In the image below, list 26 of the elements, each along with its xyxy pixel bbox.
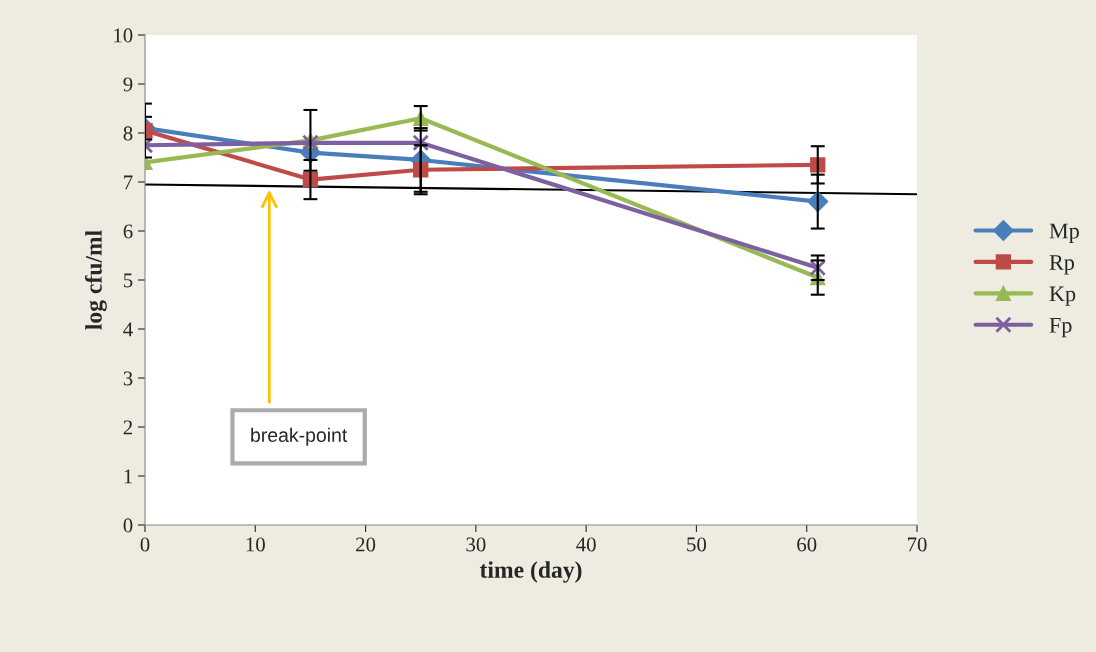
legend-label: Kp — [1049, 286, 1076, 306]
x-tick-label: 20 — [356, 537, 376, 552]
y-tick-label: 8 — [123, 126, 133, 141]
y-tick-label: 10 — [114, 28, 133, 43]
x-tick-label: 30 — [466, 537, 486, 552]
x-tick-label: 10 — [246, 537, 265, 552]
legend-label: Mp — [1049, 223, 1079, 244]
y-tick-label: 2 — [123, 420, 133, 435]
y-tick-label: 9 — [123, 77, 133, 92]
y-tick-label: 4 — [123, 322, 133, 337]
y-tick-label: 3 — [123, 371, 133, 386]
annotation: break-point — [251, 427, 348, 446]
y-tick-label: 1 — [124, 469, 132, 484]
x-axis-title: time (day) — [479, 561, 582, 583]
x-tick-label: 70 — [907, 537, 927, 552]
legend-label: Fp — [1049, 317, 1072, 338]
y-tick-label: 5 — [123, 273, 133, 288]
x-tick-label: 50 — [687, 537, 707, 552]
x-tick-label: 0 — [140, 537, 150, 552]
y-tick-label: 0 — [123, 518, 133, 533]
legend-label: Rp — [1049, 255, 1074, 275]
x-tick-label: 60 — [797, 537, 817, 552]
x-tick-label: 40 — [576, 537, 596, 552]
y-tick-label: 6 — [123, 224, 133, 239]
y-tick-label: 7 — [124, 175, 133, 190]
y-axis-title: log cfu/ml — [84, 230, 107, 330]
